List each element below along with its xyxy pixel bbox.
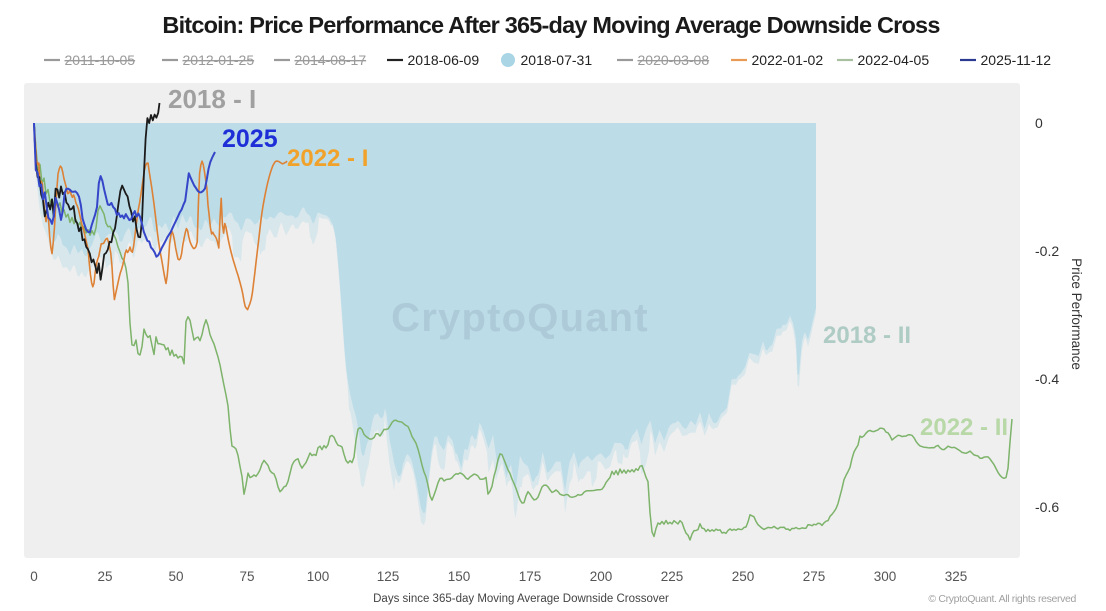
svg-text:Price Performance: Price Performance bbox=[1069, 258, 1084, 370]
svg-text:2012-01-25: 2012-01-25 bbox=[183, 52, 255, 68]
svg-text:2018-06-09: 2018-06-09 bbox=[408, 52, 480, 68]
svg-text:2022-04-05: 2022-04-05 bbox=[858, 52, 930, 68]
svg-text:Bitcoin: Price Performance Aft: Bitcoin: Price Performance After 365-day… bbox=[162, 12, 940, 38]
svg-text:2022 - II: 2022 - II bbox=[920, 414, 1008, 441]
svg-text:75: 75 bbox=[239, 569, 254, 584]
svg-text:2018 - I: 2018 - I bbox=[168, 84, 256, 114]
svg-text:200: 200 bbox=[590, 569, 613, 584]
svg-text:2022-01-02: 2022-01-02 bbox=[752, 52, 824, 68]
svg-text:2011-10-05: 2011-10-05 bbox=[65, 52, 136, 68]
svg-text:-0.2: -0.2 bbox=[1035, 243, 1059, 259]
svg-text:-0.6: -0.6 bbox=[1035, 499, 1059, 515]
svg-text:275: 275 bbox=[803, 569, 826, 584]
svg-text:CryptoQuant: CryptoQuant bbox=[391, 296, 649, 340]
svg-text:225: 225 bbox=[661, 569, 684, 584]
svg-text:© CryptoQuant. All rights rese: © CryptoQuant. All rights reserved bbox=[928, 593, 1076, 605]
svg-text:300: 300 bbox=[874, 569, 897, 584]
svg-text:175: 175 bbox=[519, 569, 542, 584]
svg-text:Days since 365-day Moving Aver: Days since 365-day Moving Average Downsi… bbox=[373, 593, 669, 605]
svg-text:150: 150 bbox=[448, 569, 471, 584]
svg-text:125: 125 bbox=[377, 569, 400, 584]
svg-text:25: 25 bbox=[97, 569, 112, 584]
svg-text:-0.4: -0.4 bbox=[1035, 371, 1059, 387]
svg-text:2014-08-17: 2014-08-17 bbox=[295, 52, 367, 68]
svg-text:2025-11-12: 2025-11-12 bbox=[981, 52, 1052, 68]
svg-text:2025: 2025 bbox=[222, 125, 278, 153]
svg-text:0: 0 bbox=[1035, 115, 1043, 131]
svg-text:2018-07-31: 2018-07-31 bbox=[521, 52, 593, 68]
svg-text:325: 325 bbox=[945, 569, 968, 584]
svg-text:250: 250 bbox=[732, 569, 755, 584]
svg-text:50: 50 bbox=[168, 569, 183, 584]
svg-text:0: 0 bbox=[30, 569, 38, 584]
svg-text:100: 100 bbox=[307, 569, 330, 584]
svg-text:2022 - I: 2022 - I bbox=[287, 145, 368, 172]
svg-text:2018 - II: 2018 - II bbox=[823, 322, 911, 349]
svg-text:2020-03-08: 2020-03-08 bbox=[638, 52, 710, 68]
